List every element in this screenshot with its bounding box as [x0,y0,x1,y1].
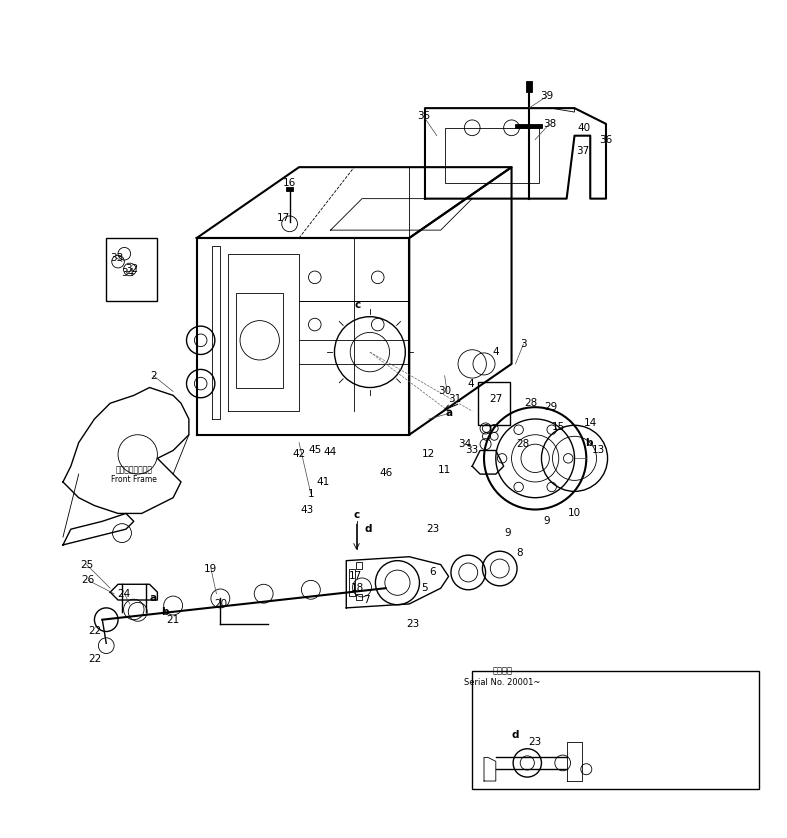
Text: 23: 23 [407,618,419,628]
Text: 38: 38 [543,119,556,129]
Text: 6: 6 [430,567,436,577]
Text: b: b [161,607,169,617]
Text: 2: 2 [150,370,157,380]
Text: 12: 12 [423,449,435,459]
Text: 19: 19 [205,563,217,573]
Text: 23: 23 [529,737,541,747]
Text: 29: 29 [545,402,557,412]
Text: 31: 31 [449,395,461,404]
Bar [286,187,293,191]
Text: 8: 8 [516,548,523,558]
Text: 26: 26 [82,576,94,585]
Text: 34: 34 [458,439,471,449]
Text: 9: 9 [504,528,511,538]
Text: a: a [445,408,453,418]
Text: 4: 4 [467,379,474,389]
Bar [478,382,510,426]
Text: d: d [364,525,372,534]
Text: 37: 37 [576,147,589,157]
Text: 1: 1 [308,489,314,499]
Text: 20: 20 [214,599,227,609]
Text: 39: 39 [541,91,553,101]
Text: 28: 28 [525,398,538,408]
Text: c: c [353,510,360,520]
Text: c: c [355,300,361,310]
Text: 14: 14 [584,418,597,428]
Bar [356,593,362,600]
Text: 24: 24 [118,589,131,598]
Text: 35: 35 [417,111,430,121]
Text: 44: 44 [324,447,337,457]
Bar [526,80,532,91]
Text: 22: 22 [88,654,101,664]
Text: 4: 4 [493,347,499,357]
Bar [472,671,759,789]
Text: 43: 43 [301,504,313,515]
Bar [445,128,539,183]
Text: 17: 17 [277,214,290,223]
Text: 36: 36 [600,135,612,145]
Text: 16: 16 [283,178,296,188]
Text: 21: 21 [167,615,179,624]
Text: a: a [150,593,157,603]
Text: 33: 33 [466,446,478,456]
Text: 41: 41 [316,477,329,487]
Text: 27: 27 [490,395,502,404]
Text: Front Frame: Front Frame [111,475,157,484]
Bar [106,238,157,301]
Text: 適用号機: 適用号機 [492,666,512,675]
Text: 22: 22 [88,627,101,637]
Text: 15: 15 [552,422,565,432]
Bar [356,562,362,568]
Text: 34: 34 [121,268,134,278]
Text: b: b [585,437,593,447]
Text: 10: 10 [568,509,581,519]
Text: 32: 32 [126,265,139,275]
Text: d: d [512,731,519,741]
Text: 28: 28 [517,439,530,449]
Text: 9: 9 [544,516,550,526]
Text: 30: 30 [438,386,451,396]
Bar [236,293,283,387]
Text: 18: 18 [351,583,364,593]
Text: 25: 25 [80,560,93,570]
Text: 42: 42 [293,449,305,459]
Text: 13: 13 [592,446,604,456]
Text: 7: 7 [363,595,369,605]
Text: 5: 5 [422,583,428,593]
Text: 40: 40 [578,123,590,132]
Text: フロントフレーム: フロントフレーム [115,466,153,474]
Bar [349,568,355,596]
Text: 23: 23 [427,525,439,534]
Text: Serial No. 20001~: Serial No. 20001~ [464,678,541,687]
Text: 46: 46 [379,468,392,478]
Text: 11: 11 [438,465,451,475]
Text: 3: 3 [520,339,527,349]
Text: 33: 33 [110,253,123,262]
Bar [515,124,542,128]
Text: 45: 45 [309,446,321,456]
Text: 17: 17 [349,572,362,582]
